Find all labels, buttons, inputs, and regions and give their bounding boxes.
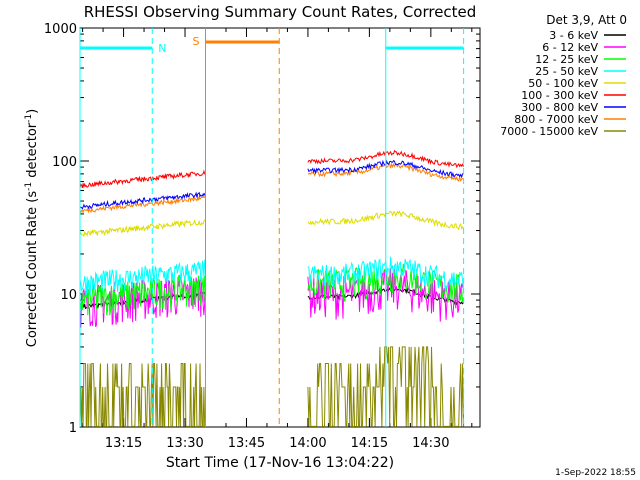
legend-label: 300 - 800 keV xyxy=(521,101,598,114)
axis-ticks xyxy=(80,27,480,428)
legend-label: 50 - 100 keV xyxy=(528,77,598,90)
y-axis-label-mid: detector xyxy=(25,122,40,182)
legend-label: 6 - 12 keV xyxy=(542,41,598,54)
series-line xyxy=(79,162,464,215)
y-tick-label: 1 xyxy=(69,421,77,436)
x-tick-labels: 13:15 13:30 13:45 14:00 14:15 14:30 xyxy=(105,436,450,451)
y-tick-label: 10 xyxy=(60,288,77,303)
plot-frame xyxy=(79,27,481,428)
legend-label: 25 - 50 keV xyxy=(535,65,598,78)
x-tick-label: 14:15 xyxy=(351,436,388,451)
legend-label: 100 - 300 keV xyxy=(521,89,598,102)
y-axis-label-sup1: -1 xyxy=(24,182,34,191)
y-tick-labels: 1 10 100 1000 xyxy=(44,22,77,436)
annotation-group: NS xyxy=(79,28,465,427)
legend-label: 12 - 25 keV xyxy=(535,53,598,66)
series-group xyxy=(79,149,465,427)
x-tick-label: 14:00 xyxy=(289,436,326,451)
y-axis-label-main: Corrected Count Rate (s xyxy=(25,191,40,348)
chart-title: RHESSI Observing Summary Count Rates, Co… xyxy=(84,3,477,21)
y-axis-label-end: ) xyxy=(25,109,40,114)
footer-date: 1-Sep-2022 18:55 xyxy=(555,468,636,478)
night-marker-label: N xyxy=(158,42,166,55)
series-line xyxy=(79,210,464,238)
x-axis-label: Start Time (17-Nov-16 13:04:22) xyxy=(166,455,394,471)
y-tick-label: 100 xyxy=(52,155,77,170)
legend-label: 3 - 6 keV xyxy=(549,29,598,42)
x-tick-label: 13:30 xyxy=(166,436,203,451)
legend-label: 7000 - 15000 keV xyxy=(500,125,598,138)
legend-label: 800 - 7000 keV xyxy=(514,113,598,126)
y-axis-label-sup2: -1 xyxy=(24,114,34,123)
series-line xyxy=(79,159,464,210)
x-tick-label: 14:30 xyxy=(412,436,449,451)
saa-marker-label: S xyxy=(193,35,200,48)
x-tick-label: 13:45 xyxy=(228,436,265,451)
y-axis-label: Corrected Count Rate (s-1 detector-1) xyxy=(24,109,40,347)
series-line xyxy=(79,149,465,189)
series-line xyxy=(79,346,465,427)
y-tick-label: 1000 xyxy=(44,22,77,37)
legend-header: Det 3,9, Att 0 xyxy=(546,13,627,27)
x-tick-label: 13:15 xyxy=(105,436,142,451)
